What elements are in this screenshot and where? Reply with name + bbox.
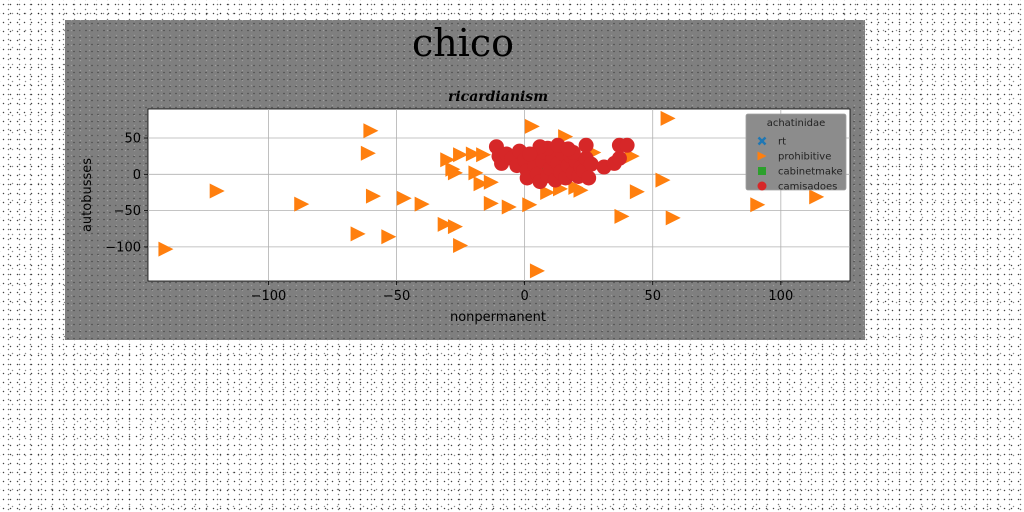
axes-title: ricardianism	[448, 89, 548, 105]
data-point-camisadoes	[522, 146, 538, 162]
data-point-prohibitive	[665, 210, 681, 226]
data-point-prohibitive	[573, 182, 589, 198]
data-point-prohibitive	[437, 216, 453, 232]
data-point-prohibitive	[414, 196, 430, 212]
data-point-prohibitive	[365, 188, 381, 204]
data-point-prohibitive	[483, 174, 499, 190]
data-point-prohibitive	[540, 184, 556, 200]
y-tick-label: −50	[114, 204, 141, 219]
data-point-prohibitive	[629, 184, 645, 200]
data-point-prohibitive	[529, 263, 545, 279]
data-point-prohibitive	[294, 196, 310, 212]
data-point-prohibitive	[809, 189, 825, 205]
data-point-camisadoes	[560, 141, 576, 157]
axis-ticks: −100 −50 0 50 100 −100 −50 0 50	[105, 132, 793, 304]
data-point-prohibitive	[363, 123, 379, 139]
data-point-prohibitive	[440, 152, 456, 168]
data-point-prohibitive	[447, 219, 463, 235]
scatter-chart: chico ricardianism −100 −50 0 50 100 −100 −50 0…	[80, 21, 851, 325]
data-point-prohibitive	[447, 165, 463, 181]
legend-marker-rt	[757, 136, 767, 146]
x-axis-label: nonpermanent	[450, 310, 546, 325]
y-tick-label: 0	[133, 168, 141, 183]
data-point-camisadoes	[581, 170, 597, 186]
x-tick-label: 50	[644, 289, 661, 304]
data-point-prohibitive	[614, 208, 630, 224]
x-tick-label: −50	[383, 289, 410, 304]
gridlines	[148, 109, 850, 281]
data-point-prohibitive	[453, 237, 469, 253]
data-point-prohibitive	[473, 176, 489, 192]
x-tick-label: −100	[251, 289, 287, 304]
data-point-prohibitive	[483, 195, 499, 211]
legend-marker-camisadoes	[757, 181, 767, 191]
chart-figure: chico ricardianism −100 −50 0 50 100 −100 −50 0…	[65, 20, 865, 340]
y-tick-label: 50	[124, 132, 141, 147]
data-point-prohibitive	[350, 226, 366, 242]
legend: achatinidae rt prohibitive cabinetmake cami…	[745, 113, 847, 193]
data-point-prohibitive	[501, 199, 517, 215]
data-point-camisadoes	[578, 137, 594, 153]
y-axis-label: autobusses	[80, 158, 95, 232]
legend-marker-cabinetmake	[758, 167, 766, 175]
data-point-prohibitive	[660, 110, 676, 126]
data-point-prohibitive	[750, 197, 766, 213]
x-tick-label: 100	[768, 289, 793, 304]
legend-title: achatinidae	[767, 118, 826, 129]
y-tick-label: −100	[105, 240, 141, 255]
data-point-prohibitive	[381, 229, 397, 245]
legend-label-camisadoes: camisadoes	[778, 182, 837, 193]
data-point-prohibitive	[396, 190, 412, 206]
data-point-prohibitive	[360, 145, 376, 161]
data-point-prohibitive	[209, 183, 225, 199]
data-points	[158, 110, 825, 279]
legend-label-rt: rt	[778, 137, 786, 148]
data-point-camisadoes	[619, 137, 635, 153]
data-point-prohibitive	[453, 147, 469, 163]
data-point-prohibitive	[655, 172, 671, 188]
data-point-prohibitive	[158, 241, 174, 257]
data-point-camisadoes	[583, 156, 599, 172]
data-point-prohibitive	[476, 147, 492, 163]
data-point-prohibitive	[522, 197, 538, 213]
marker-stroke	[757, 136, 767, 146]
x-tick-label: 0	[520, 289, 528, 304]
data-point-prohibitive	[468, 165, 484, 181]
legend-marker-prohibitive	[757, 151, 767, 161]
figure-title: chico	[412, 21, 514, 65]
data-point-prohibitive	[465, 146, 481, 162]
data-point-prohibitive	[524, 118, 540, 134]
legend-label-cabinetmake: cabinetmake	[778, 167, 843, 178]
data-point-camisadoes	[611, 150, 627, 166]
legend-label-prohibitive: prohibitive	[778, 152, 831, 163]
plot-area	[147, 108, 851, 282]
legend-box	[745, 113, 847, 191]
